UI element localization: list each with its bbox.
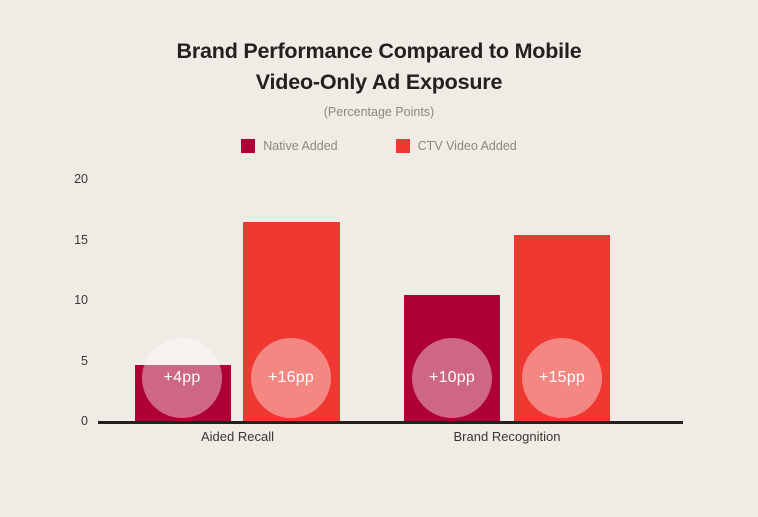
y-tick-20: 20 xyxy=(74,172,88,186)
bar-native-added-brand-recognition[interactable] xyxy=(404,295,500,421)
value-label-native-added-brand-recognition: +10pp xyxy=(429,369,475,386)
title-block: Brand Performance Compared to Mobile Vid… xyxy=(0,36,758,120)
x-axis-baseline xyxy=(98,421,683,424)
legend-label-native-added: Native Added xyxy=(263,139,338,153)
page-title-line-2: Video-Only Ad Exposure xyxy=(255,70,503,94)
y-axis-ticks: 20 15 10 5 0 xyxy=(44,0,88,517)
value-bubble-native-added-aided-recall: +4pp xyxy=(142,338,222,418)
legend-item-native-added[interactable]: Native Added xyxy=(241,139,338,153)
chart-subtitle: (Percentage Points) xyxy=(323,105,435,119)
y-tick-15: 15 xyxy=(74,232,88,247)
value-bubble-ctv-video-added-brand-recognition: +15pp xyxy=(522,338,602,418)
value-label-native-added-aided-recall: +4pp xyxy=(163,369,201,386)
bar-ctv-video-added-brand-recognition[interactable] xyxy=(514,234,610,421)
value-bubble-ctv-video-added-aided-recall: +16pp xyxy=(251,338,331,418)
x-category-label-aided-recall: Aided Recall xyxy=(201,429,274,444)
value-label-ctv-video-added-brand-recognition: +15pp xyxy=(539,369,585,386)
legend-swatch-icon-ctv-video-added xyxy=(395,139,410,153)
value-label-ctv-video-added-aided-recall: +16pp xyxy=(268,369,314,386)
y-tick-10: 10 xyxy=(74,293,88,307)
value-bubble-native-added-brand-recognition: +10pp xyxy=(412,338,492,418)
legend-label-ctv-video-added: CTV Video Added xyxy=(417,139,517,153)
y-tick-5: 5 xyxy=(81,353,88,368)
chart-legend: Native Added CTV Video Added xyxy=(0,139,758,153)
bar-native-added-aided-recall[interactable] xyxy=(135,365,231,421)
y-tick-0: 0 xyxy=(81,414,88,428)
x-category-label-brand-recognition: Brand Recognition xyxy=(453,429,561,444)
bar-ctv-video-added-aided-recall[interactable] xyxy=(243,222,340,421)
legend-swatch-icon-native-added xyxy=(241,139,256,153)
page-title-line-1: Brand Performance Compared to Mobile xyxy=(176,39,582,63)
legend-item-ctv-video-added[interactable]: CTV Video Added xyxy=(395,139,517,153)
